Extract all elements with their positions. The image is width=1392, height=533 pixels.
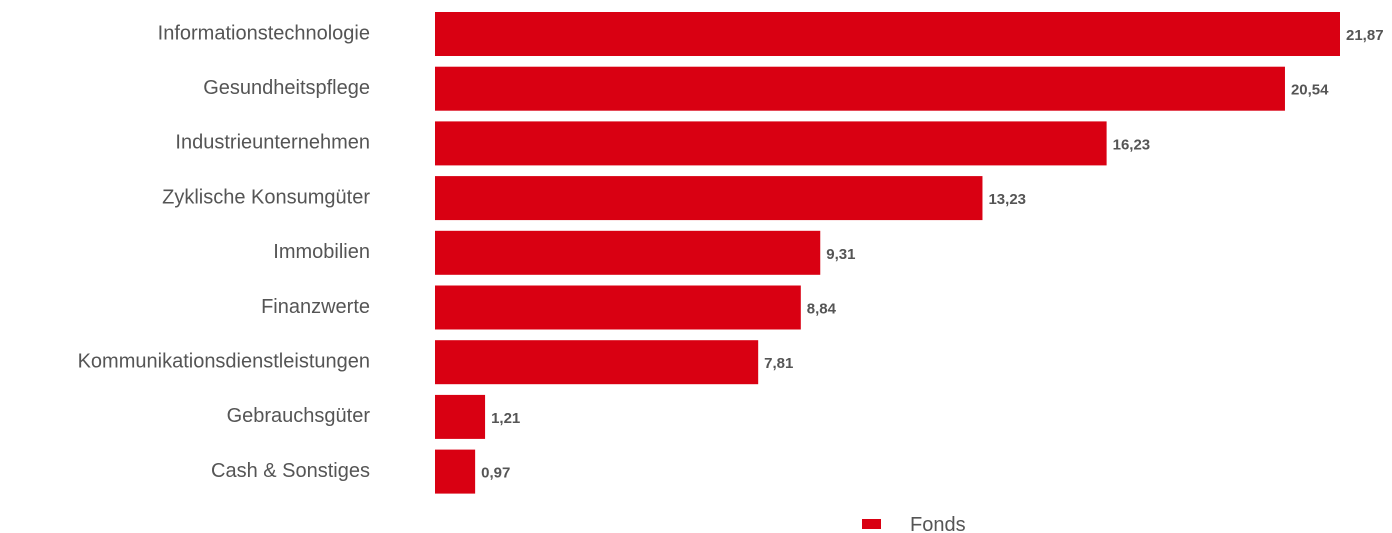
legend-swatch-fonds [862,519,881,529]
category-labels: Informationstechnologie Gesundheitspflege… [78,22,371,482]
bar [435,340,759,385]
value-label: 16,23 [1113,136,1151,153]
value-label: 20,54 [1291,82,1329,99]
category-label: Industrieunternehmen [175,132,370,154]
value-label: 9,31 [826,246,855,263]
bar [435,449,476,494]
bar [435,176,983,221]
bar [435,394,486,439]
category-label: Cash & Sonstiges [211,460,370,482]
value-label: 8,84 [807,300,837,317]
category-label: Immobilien [273,241,370,263]
value-label: 7,81 [764,355,793,372]
value-label: 13,23 [988,191,1026,208]
value-label: 21,87 [1346,27,1384,44]
category-label: Zyklische Konsumgüter [162,186,370,208]
legend: Fonds [862,514,966,533]
category-label: Finanzwerte [261,296,370,318]
category-label: Gesundheitspflege [203,77,370,99]
bar [435,121,1107,166]
value-label: 0,97 [481,465,510,482]
bar [435,230,821,275]
category-label: Kommunikationsdienstleistungen [78,350,370,372]
category-label: Informationstechnologie [158,22,370,44]
bar [435,12,1340,56]
bar [435,285,801,330]
category-label: Gebrauchsgüter [227,405,371,427]
value-labels: 21,87 20,54 16,23 13,23 9,31 8,84 7,81 1,21 0,97 [481,27,1383,482]
bars [435,12,1340,494]
legend-label-fonds: Fonds [910,514,966,533]
value-label: 1,21 [491,410,520,427]
bar [435,66,1285,111]
